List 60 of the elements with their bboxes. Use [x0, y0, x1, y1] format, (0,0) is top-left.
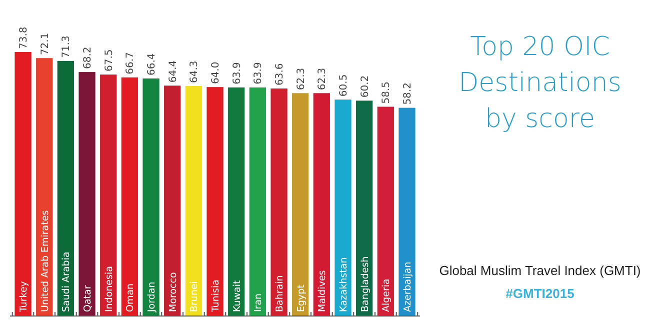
text: Top 20 OIC Destinations by score — [458, 32, 622, 134]
bar — [142, 78, 160, 316]
bar — [185, 86, 202, 316]
bar — [270, 88, 288, 316]
data-label: 63.9 — [232, 62, 243, 84]
bar — [100, 74, 117, 316]
data-label: 64.4 — [168, 60, 179, 83]
bar — [206, 87, 224, 316]
bar — [78, 72, 96, 316]
x-tick-label: Turkey — [18, 280, 30, 313]
text: Global Muslim Travel Index (GMTI) — [439, 263, 641, 278]
bar — [249, 87, 266, 316]
bar — [356, 100, 373, 316]
x-tick-label: United Arab Emirates — [40, 210, 51, 312]
data-label: 64.0 — [210, 62, 222, 84]
data-label: 66.4 — [146, 53, 158, 76]
data-label: 66.7 — [125, 52, 136, 74]
data-label: 71.3 — [61, 36, 72, 58]
x-tick-label: Egypt — [296, 284, 307, 312]
data-label: 60.5 — [338, 74, 350, 97]
bar — [313, 93, 330, 316]
x-tick-label: Tunisia — [210, 280, 222, 313]
x-tick-label: Qatar — [82, 285, 94, 312]
x-tick-label: Jordan — [146, 282, 158, 313]
data-label: 63.9 — [253, 62, 264, 84]
data-label: 68.2 — [82, 46, 94, 70]
data-label: 73.8 — [18, 26, 30, 49]
x-tick-label: Maldives — [317, 270, 328, 312]
data-label: 58.2 — [402, 82, 414, 105]
x-tick-label: Bahrain — [274, 275, 286, 312]
x-tick-label: Oman — [125, 283, 136, 312]
data-label: 67.5 — [104, 49, 115, 72]
x-tick-label: Indonesia — [104, 266, 115, 312]
x-tick-label: Azerbaijan — [402, 262, 414, 312]
bar — [57, 60, 74, 316]
bar — [334, 100, 352, 316]
bar — [292, 93, 309, 316]
data-label: 72.1 — [40, 32, 51, 56]
data-label: 62.3 — [317, 68, 328, 90]
bar — [36, 58, 53, 316]
bar — [228, 87, 245, 316]
bar — [121, 77, 138, 316]
x-tick-label: Kuwait — [232, 280, 243, 312]
data-label: 63.6 — [274, 63, 286, 86]
x-tick-label: Iran — [253, 293, 264, 312]
bar — [398, 108, 416, 316]
x-tick-label: Bangladesh — [360, 256, 371, 312]
bar — [14, 52, 32, 316]
data-label: 60.2 — [360, 75, 371, 98]
x-tick-label: Saudi Arabia — [61, 252, 72, 312]
bar — [164, 86, 181, 316]
data-label: 62.3 — [296, 68, 307, 90]
bar — [377, 106, 394, 316]
text: #GMTI2015 — [506, 286, 574, 301]
data-label: 58.5 — [381, 81, 392, 104]
x-tick-label: Algeria — [381, 278, 392, 312]
x-tick-label: Kazakhstan — [338, 257, 350, 312]
data-label: 64.3 — [189, 60, 200, 83]
x-tick-label: Morocco — [168, 272, 179, 312]
x-tick-label: Brunei — [189, 281, 200, 312]
